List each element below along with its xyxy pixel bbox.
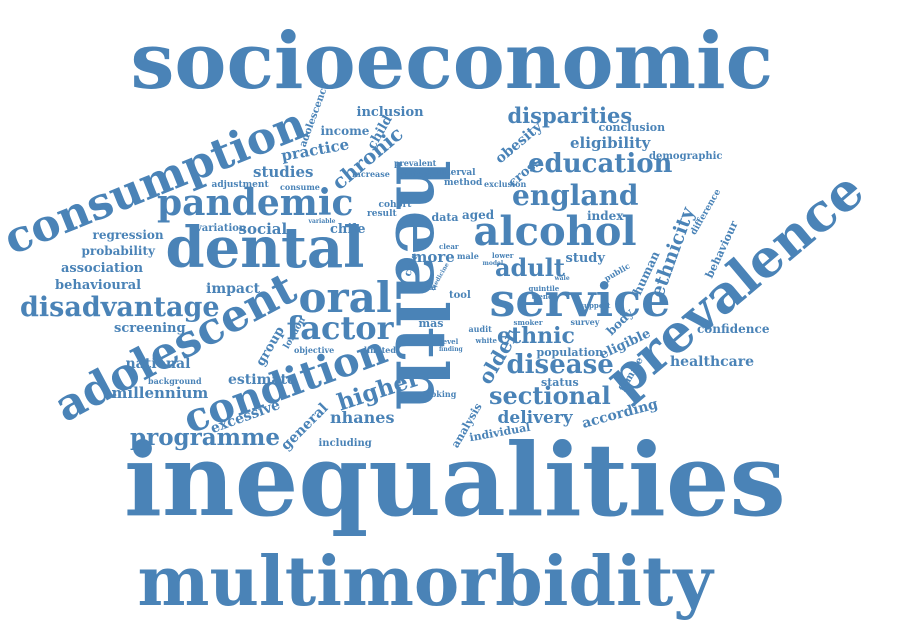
word-adjustment: adjustment	[211, 179, 269, 190]
word-model: model	[482, 260, 504, 267]
word-population: population	[536, 345, 604, 359]
word-demographic: demographic	[649, 151, 723, 162]
word-dental: dental	[165, 215, 365, 281]
word-patient: patient	[399, 169, 432, 179]
word-male: male	[457, 251, 479, 261]
word-consume: consume	[280, 182, 320, 192]
word-chile: chile	[330, 221, 366, 237]
word-factor: factor	[286, 309, 394, 347]
word-studies: studies	[253, 162, 314, 181]
word-inequalities: inequalities	[124, 421, 786, 539]
word-variable: variable	[308, 218, 336, 225]
word-white: white	[475, 335, 497, 345]
word-disparities: disparities	[507, 102, 633, 128]
word-wale: wale	[554, 275, 570, 282]
word-regression: regression	[92, 228, 164, 242]
word-sectional: sectional	[489, 381, 611, 410]
word-smoking: smoking	[418, 389, 457, 399]
word-nhanes: nhanes	[330, 408, 395, 427]
word-socioeconomic: socioeconomic	[130, 16, 774, 107]
word-pandemic: pandemic	[157, 182, 354, 224]
word-oral: oral	[298, 273, 392, 322]
word-limited: limited	[364, 345, 396, 355]
word-study: study	[565, 250, 605, 266]
word-smoker: smoker	[513, 317, 543, 327]
word-prevalent: prevalent	[394, 158, 437, 168]
word-exclusion: exclusion	[484, 179, 527, 189]
word-survey: survey	[570, 317, 600, 327]
word-screening: screening	[114, 320, 186, 336]
word-variation: variation	[196, 223, 247, 234]
word-audit: audit	[468, 324, 492, 334]
word-inclusion: inclusion	[356, 104, 424, 120]
word-behavioural: behavioural	[55, 277, 142, 293]
word-disease: disease	[506, 350, 614, 380]
word-adult: adult	[495, 253, 565, 282]
word-clear: clear	[439, 241, 459, 251]
word-alcohol: alcohol	[473, 208, 637, 255]
word-interval: interval	[436, 167, 476, 178]
word-increase: increase	[352, 169, 390, 179]
word-national: national	[125, 356, 191, 372]
word-eligibility: eligibility	[570, 133, 651, 152]
word-level: level	[440, 336, 459, 346]
word-tool: tool	[449, 290, 471, 301]
word-more: more	[411, 247, 455, 266]
word-cohort: cohort	[378, 199, 412, 210]
word-delivery: delivery	[497, 407, 573, 428]
word-objective: objective	[294, 345, 335, 355]
word-social: social	[238, 219, 288, 238]
word-result: result	[367, 208, 397, 219]
word-disadvantage: disadvantage	[20, 291, 220, 323]
word-finding: finding	[439, 346, 463, 353]
word-index: index	[587, 209, 624, 223]
word-service: service	[489, 273, 671, 327]
word-programme: programme	[130, 423, 280, 451]
word-sar: sar	[425, 282, 438, 292]
word-data: data	[431, 210, 459, 224]
word-multimorbidity: multimorbidity	[137, 542, 713, 622]
word-probability: probability	[81, 244, 155, 258]
word-support: support	[580, 300, 611, 310]
word-ethnic: ethnic	[497, 323, 575, 349]
word-quintile: quintile	[528, 283, 560, 293]
word-background: background	[148, 376, 202, 386]
word-confidence: confidence	[697, 322, 770, 336]
word-healthcare: healthcare	[670, 354, 754, 370]
word-income: income	[320, 124, 370, 138]
word-including: including	[318, 438, 372, 449]
word-england: england	[512, 179, 639, 212]
word-status: status	[541, 375, 579, 389]
word-conclusion: conclusion	[598, 120, 666, 134]
word-trend: trend	[531, 291, 553, 301]
word-estimate: estimate	[228, 372, 296, 388]
word-aged: aged	[462, 208, 495, 222]
word-education: education	[528, 149, 673, 179]
word-lower: lower	[492, 250, 514, 260]
word-association: association	[61, 260, 144, 276]
word-method: method	[444, 177, 483, 188]
word-millennium: millennium	[111, 383, 209, 402]
word-mas: mas	[418, 316, 444, 330]
word-impact: impact	[206, 281, 260, 297]
